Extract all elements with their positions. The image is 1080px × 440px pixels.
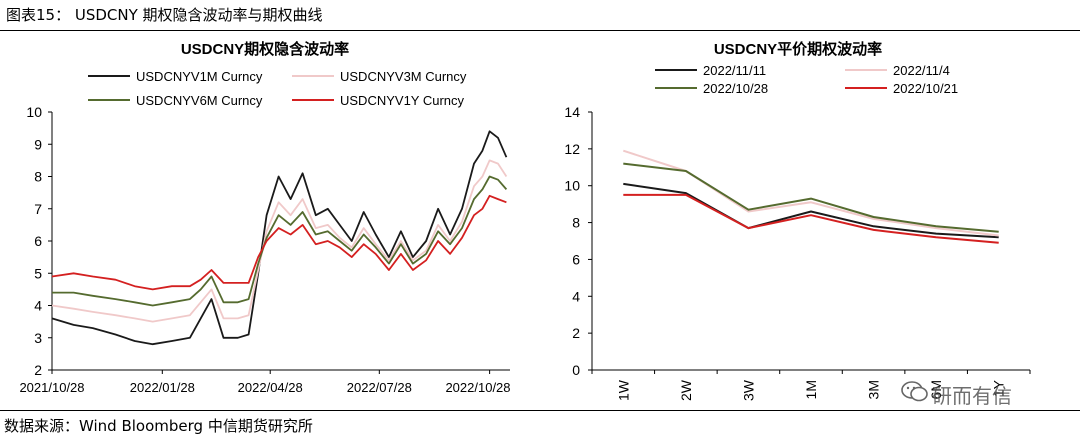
right-y-tick-label-5: 10 [564,178,580,194]
right-x-tick-label-4: 3M [866,380,882,399]
right-series-line-3 [623,193,999,244]
right-x-tick-label-1: 2W [678,379,694,401]
legend-label-2: USDCNYV6M Curncy [136,93,263,108]
left-y-tick-label-1: 3 [34,330,42,346]
top-rule [0,30,1080,31]
right-x-tick-label-2: 3W [740,379,756,401]
right-y-tick-label-7: 14 [564,104,580,120]
right-x-tick-label-6: 1Y [991,379,1007,397]
implied-vol-chart: USDCNY期权隐含波动率 USDCNYV1M Curncy USDCNYV3M … [19,40,510,395]
figure-title: 图表15： USDCNY 期权隐含波动率与期权曲线 [6,6,323,24]
left-x-tick-label-4: 2022/10/28 [445,380,510,395]
left-series-line-0 [51,130,508,346]
legend-label-3: USDCNYV1Y Curncy [340,93,465,108]
left-y-tick-label-8: 10 [26,104,42,120]
left-x-tick-label-3: 2022/07/28 [347,380,412,395]
source-note: 数据来源：Wind Bloomberg 中信期货研究所 [4,417,313,435]
wechat-icon [901,381,928,402]
left-y-tick-label-0: 2 [34,362,42,378]
right-plot-area: 0 2 4 6 8 10 12 14 1W 2W 3W 1M 3M 6M 1Y [564,104,1031,401]
left-x-tick-label-1: 2022/01/28 [130,380,195,395]
watermark: 研而有信 [900,376,1050,408]
left-y-tick-label-3: 5 [34,265,42,281]
right-y-tick-label-4: 8 [572,215,580,231]
legend-label-0: 2022/11/11 [703,63,766,78]
left-chart-title: USDCNY期权隐含波动率 [181,40,349,58]
left-series-line-1 [51,159,508,323]
left-plot-area: 2 3 4 5 6 7 8 9 10 2021/10/28 2022/01/28 2022/04/28… [19,104,510,395]
left-legend: USDCNYV1M Curncy USDCNYV3M Curncy USDCNYV6… [88,69,467,108]
legend-label-2: 2022/10/28 [703,81,768,96]
right-y-tick-label-2: 4 [572,288,580,304]
bottom-rule [0,410,1080,411]
right-y-tick-label-1: 2 [572,325,580,341]
right-x-tick-label-5: 6M [928,380,944,399]
right-x-tick-label-3: 1M [803,380,819,399]
atm-vol-chart: USDCNY平价期权波动率 2022/11/11 2022/11/4 2022/10… [564,40,1031,401]
left-y-tick-label-5: 7 [34,201,42,217]
left-x-tick-label-2: 2022/04/28 [238,380,303,395]
right-x-tick-label-0: 1W [615,379,631,401]
left-y-tick-label-4: 6 [34,233,42,249]
right-legend: 2022/11/11 2022/11/4 2022/10/28 2022/10/21 [655,63,958,96]
right-y-tick-label-0: 0 [572,362,580,378]
right-series-line-2 [623,162,999,233]
right-series-line-0 [623,182,999,239]
left-series-line-2 [52,175,508,307]
watermark-text: 研而有信 [932,384,1012,408]
legend-label-0: USDCNYV1M Curncy [136,69,263,84]
right-y-tick-label-6: 12 [564,141,580,157]
left-series-line-3 [51,194,507,291]
legend-label-3: 2022/10/21 [893,81,958,96]
right-y-tick-label-3: 6 [572,251,580,267]
left-y-tick-label-7: 9 [34,136,42,152]
left-y-tick-label-2: 4 [34,298,42,314]
legend-label-1: 2022/11/4 [893,63,950,78]
right-chart-title: USDCNY平价期权波动率 [714,40,882,58]
left-x-tick-label-0: 2021/10/28 [19,380,84,395]
left-y-tick-label-6: 8 [34,169,42,185]
legend-label-1: USDCNYV3M Curncy [340,69,467,84]
